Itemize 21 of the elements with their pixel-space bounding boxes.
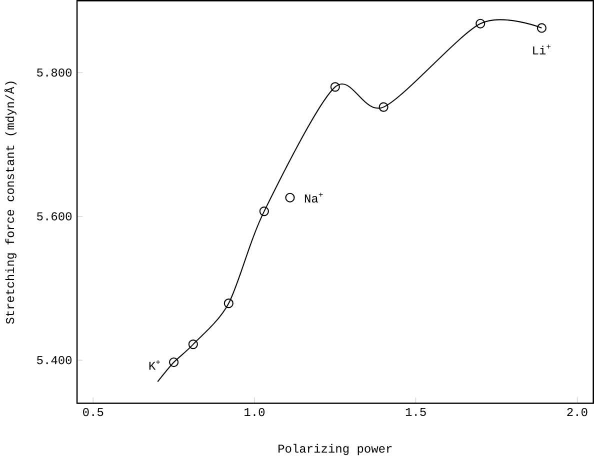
point [188, 340, 198, 350]
point [224, 298, 234, 308]
x-tick-label: 1.0 [244, 408, 265, 416]
point [378, 102, 388, 112]
y-tick-label: 5.800 [37, 68, 72, 77]
annotation: Li$^{+}$ [533, 44, 551, 55]
y-tick-label: 5.600 [37, 212, 72, 221]
x-axis-title: Polarizing power [278, 444, 392, 456]
point [330, 82, 340, 92]
x-tick-label: 0.5 [83, 408, 104, 416]
point [259, 206, 269, 216]
annotation: Na$^{+}$ [304, 192, 323, 203]
point [285, 193, 295, 203]
x-tick-label: 2.0 [567, 408, 588, 416]
y-tick-label: 5.400 [37, 356, 72, 364]
point [169, 358, 179, 368]
point [536, 23, 546, 34]
x-tick-label: 1.5 [406, 408, 426, 416]
y-axis-title: Stretching force constant (mdyn/Å) [4, 82, 16, 324]
annotation: K$^{+}$ [149, 360, 160, 370]
point [476, 19, 486, 29]
